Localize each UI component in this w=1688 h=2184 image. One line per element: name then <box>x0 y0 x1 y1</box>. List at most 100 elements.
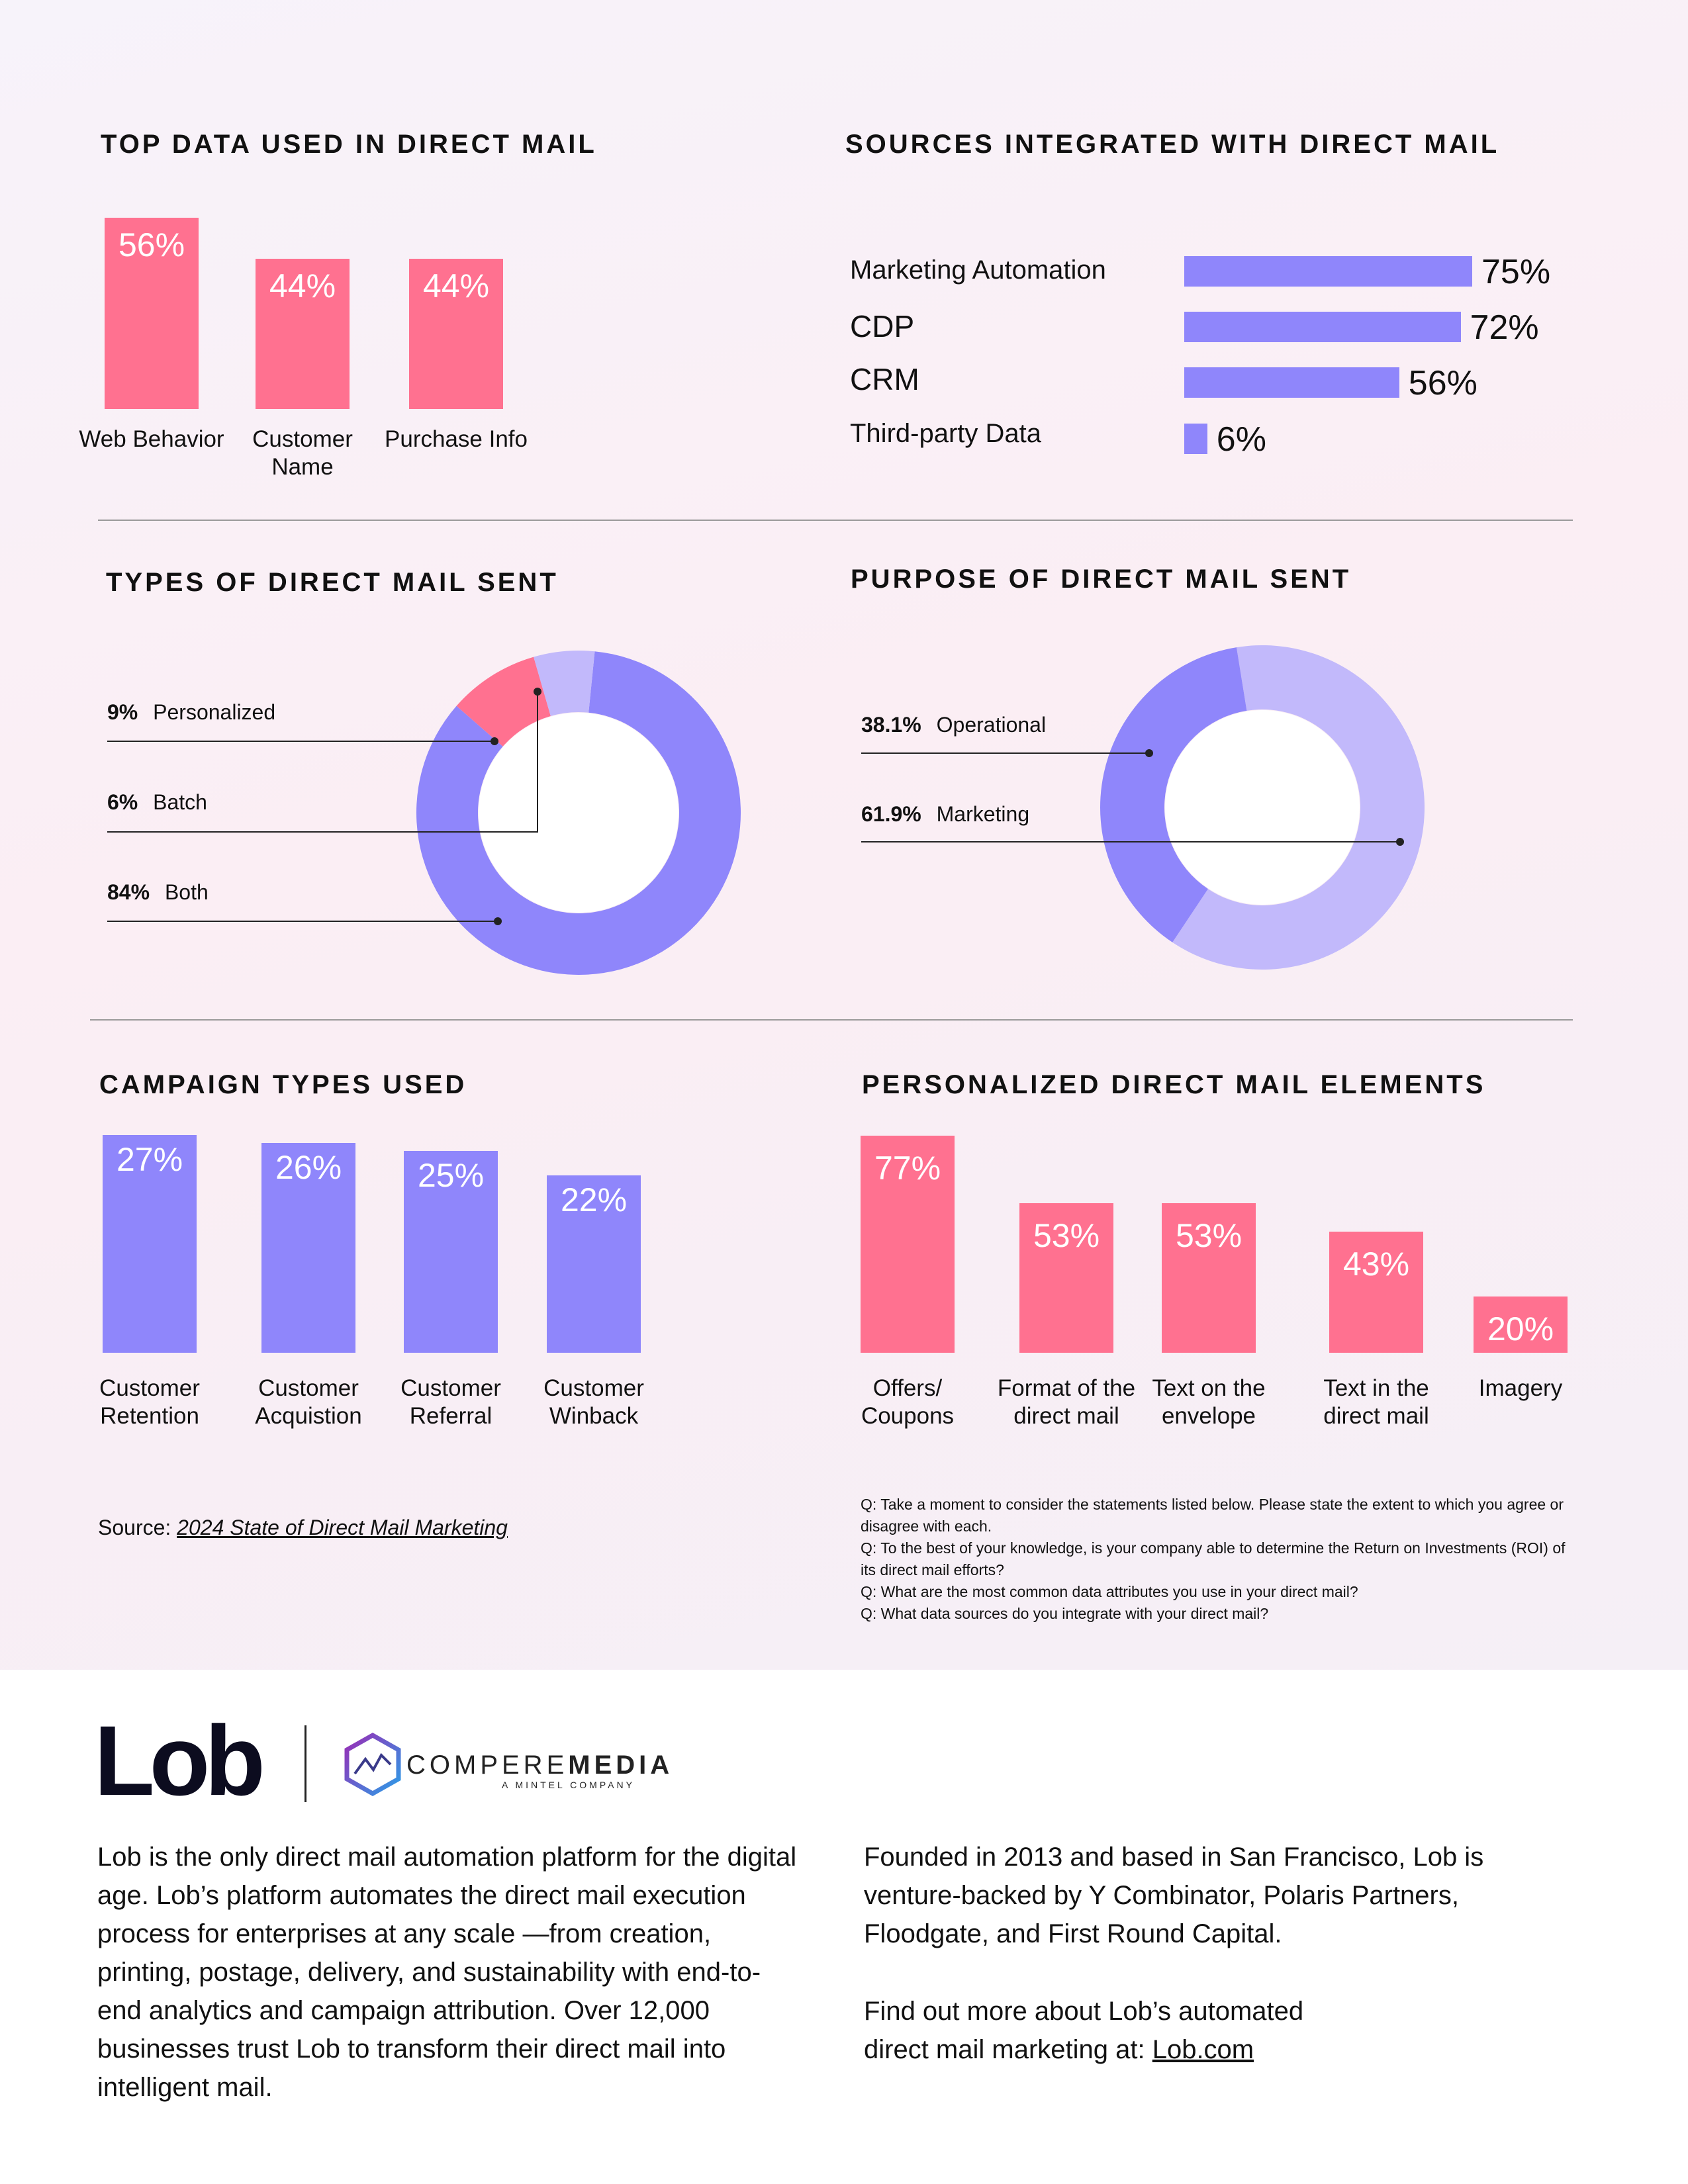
wordmark-bold: MEDIA <box>568 1751 674 1780</box>
category-label: Web Behavior <box>79 426 224 452</box>
legend-label: Batch <box>153 790 207 814</box>
purpose-legend-operational: 38.1% Operational <box>861 713 1046 737</box>
category-label: Imagery <box>1478 1375 1563 1401</box>
hbar <box>1184 367 1399 398</box>
survey-questions: Q: Take a moment to consider the stateme… <box>861 1494 1575 1625</box>
bar-value-label: 20% <box>1487 1310 1554 1347</box>
hbar <box>1184 424 1207 454</box>
elements-title: PERSONALIZED DIRECT MAIL ELEMENTS <box>862 1070 1486 1099</box>
comperemedia-tagline: A MINTEL COMPANY <box>502 1780 635 1790</box>
bar: 53% <box>1019 1203 1113 1353</box>
question-4: Q: What data sources do you integrate wi… <box>861 1605 1269 1622</box>
question-3: Q: What are the most common data attribu… <box>861 1583 1358 1600</box>
bar-value-label: 27% <box>116 1140 183 1178</box>
source-link[interactable]: 2024 State of Direct Mail Marketing <box>177 1516 508 1539</box>
legend-label: Operational <box>936 713 1047 737</box>
types-legend-both: 84% Both <box>107 880 209 905</box>
donut-hole <box>479 713 679 913</box>
source-label: CRM <box>850 362 919 396</box>
bar-value-label: 56% <box>118 226 185 264</box>
bar-value-label: 25% <box>417 1157 485 1195</box>
leader-line <box>107 692 538 833</box>
leader-dot <box>534 688 541 696</box>
legend-value: 84% <box>107 880 150 904</box>
leader-dot <box>491 737 498 745</box>
top-data-title: TOP DATA USED IN DIRECT MAIL <box>101 130 597 159</box>
category-label: Customer Name <box>252 426 353 480</box>
source-prefix: Source: <box>98 1516 177 1539</box>
donut-slice <box>1100 647 1247 942</box>
logo-divider <box>305 1725 306 1802</box>
donut-slice <box>534 651 595 716</box>
legend-label: Both <box>164 880 209 904</box>
donut-slice <box>456 657 551 747</box>
purpose-legend-marketing: 61.9% Marketing <box>861 802 1029 827</box>
bar: 77% <box>861 1135 955 1353</box>
bar-value-label: 43% <box>1342 1245 1410 1283</box>
types-legend-personalized: 9% Personalized <box>107 700 275 725</box>
hbar-value-label: 56% <box>1408 364 1477 402</box>
about-lob-more: Find out more about Lob’s automated dire… <box>864 1992 1367 2069</box>
legend-value: 38.1% <box>861 713 921 737</box>
legend-label: Marketing <box>936 802 1030 826</box>
hbar <box>1184 256 1472 287</box>
divider-1 <box>98 520 1573 521</box>
question-1: Q: Take a moment to consider the stateme… <box>861 1496 1564 1535</box>
legend-value: 61.9% <box>861 802 921 826</box>
legend-value: 9% <box>107 700 138 724</box>
lob-logo: Lob <box>94 1705 265 1816</box>
about-lob-funding: Founded in 2013 and based in San Francis… <box>864 1843 1484 1948</box>
hbar-value-label: 75% <box>1481 253 1551 291</box>
types-legend-batch: 6% Batch <box>107 790 207 815</box>
bar: 43% <box>1329 1231 1423 1353</box>
category-label: Customer Winback <box>543 1375 644 1429</box>
bar: 44% <box>256 259 350 409</box>
types-donut-chart <box>107 651 741 975</box>
about-lob-text: Lob is the only direct mail automation p… <box>97 1843 797 2102</box>
source-label: CDP <box>850 309 915 343</box>
bar-value-label: 22% <box>560 1181 628 1218</box>
bar-value-label: 53% <box>1175 1217 1243 1255</box>
hbar <box>1184 312 1461 342</box>
purpose-title: PURPOSE OF DIRECT MAIL SENT <box>851 565 1352 594</box>
bar: 20% <box>1474 1296 1568 1353</box>
types-title: TYPES OF DIRECT MAIL SENT <box>106 568 559 597</box>
category-label: Text in the direct mail <box>1323 1375 1429 1429</box>
wordmark-light: COMPERE <box>406 1751 569 1780</box>
bar-value-label: 44% <box>422 267 490 305</box>
campaign-title: CAMPAIGN TYPES USED <box>99 1070 467 1099</box>
purpose-donut-chart <box>861 645 1425 970</box>
category-label: Format of the direct mail <box>997 1375 1136 1429</box>
divider-2 <box>90 1019 1573 1021</box>
category-label: Text on the envelope <box>1152 1375 1266 1429</box>
source-label: Third-party Data <box>850 419 1041 448</box>
hbar-value-label: 72% <box>1470 308 1539 347</box>
question-2: Q: To the best of your knowledge, is you… <box>861 1539 1566 1578</box>
bar: 22% <box>547 1175 641 1353</box>
source-label: Marketing Automation <box>850 255 1106 285</box>
bar-value-label: 53% <box>1033 1217 1100 1255</box>
donut-slice <box>1172 645 1425 970</box>
leader-dot <box>494 917 502 925</box>
bar: 53% <box>1162 1203 1256 1353</box>
lob-link[interactable]: Lob.com <box>1152 2035 1254 2064</box>
bar-value-label: 77% <box>874 1149 941 1187</box>
donut-slice <box>416 651 741 975</box>
donut-hole <box>1165 710 1360 905</box>
category-label: Customer Referral <box>400 1375 501 1429</box>
bar-value-label: 26% <box>275 1149 342 1187</box>
legend-value: 6% <box>107 790 138 814</box>
bar: 56% <box>105 218 199 409</box>
comperemedia-wordmark: COMPEREMEDIA <box>406 1751 673 1780</box>
bar: 27% <box>103 1134 197 1353</box>
bar: 26% <box>261 1143 355 1353</box>
category-label: Customer Retention <box>99 1375 200 1429</box>
source-note: Source: 2024 State of Direct Mail Market… <box>98 1516 508 1540</box>
sources-title: SOURCES INTEGRATED WITH DIRECT MAIL <box>845 130 1500 159</box>
bar: 44% <box>409 259 503 409</box>
bar: 25% <box>404 1151 498 1353</box>
category-label: Customer Acquistion <box>255 1375 362 1429</box>
category-label: Offers/ Coupons <box>861 1375 955 1429</box>
hbar-value-label: 6% <box>1216 420 1266 459</box>
comperemedia-hexagon-icon <box>344 1733 401 1796</box>
